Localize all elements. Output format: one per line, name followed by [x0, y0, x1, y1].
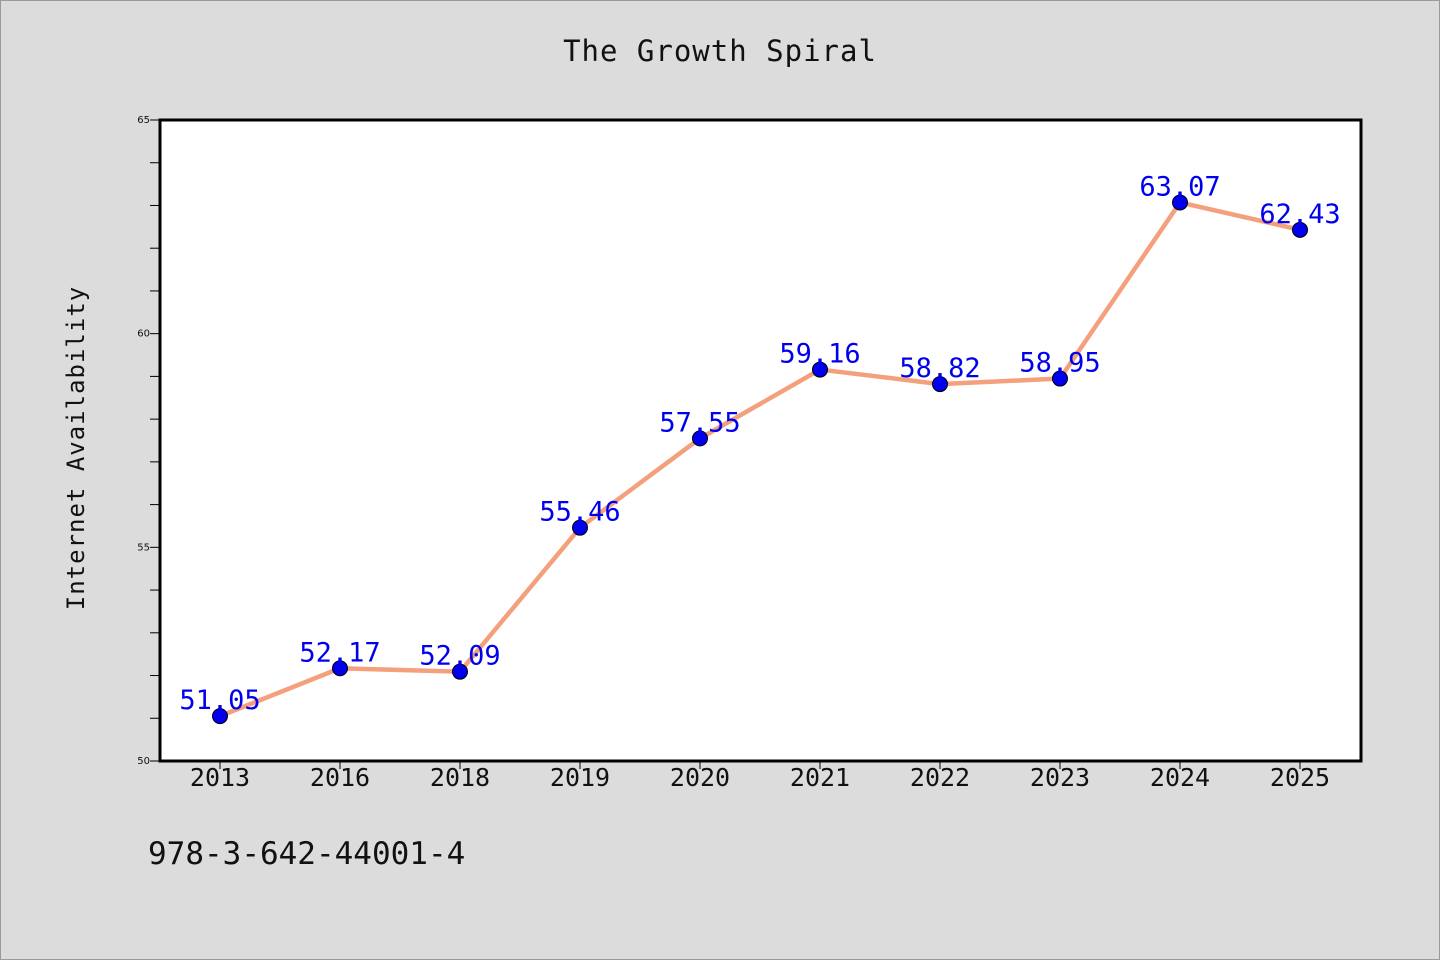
data-point: [1172, 194, 1188, 211]
x-tick-label: 2018: [430, 763, 490, 792]
x-tick-label: 2016: [310, 763, 370, 792]
data-label: 58.82: [899, 353, 980, 384]
data-point: [1052, 370, 1068, 387]
data-label: 51.05: [179, 685, 260, 716]
x-tick-label: 2025: [1270, 763, 1330, 792]
data-point: [932, 376, 948, 393]
x-tick-label: 2024: [1150, 763, 1210, 792]
y-tick-label: 60: [137, 329, 150, 340]
x-tick-label: 2019: [550, 763, 610, 792]
data-point: [692, 430, 708, 447]
series-line: [219, 200, 1301, 719]
data-label: 52.09: [419, 641, 500, 672]
data-point: [572, 519, 588, 536]
data-label: 62.43: [1259, 199, 1340, 230]
data-label: 59.16: [779, 339, 860, 370]
x-tick-label: 2022: [910, 763, 970, 792]
y-tick-label: 55: [137, 542, 150, 553]
footer-code: 978-3-642-44001-4: [148, 836, 466, 872]
y-tick-label: 65: [137, 115, 150, 126]
data-label: 58.95: [1019, 348, 1100, 379]
x-tick-label: 2020: [670, 763, 730, 792]
y-tick-label: 50: [137, 756, 150, 767]
data-label: 52.17: [299, 637, 380, 668]
x-tick-label: 2013: [190, 763, 250, 792]
data-point: [332, 660, 348, 677]
x-tick-label: 2023: [1030, 763, 1090, 792]
data-label: 55.46: [539, 497, 620, 528]
chart-title: The Growth Spiral: [563, 34, 877, 68]
data-point: [1292, 221, 1308, 238]
x-tick-label: 2021: [790, 763, 850, 792]
data-point: [452, 663, 468, 680]
data-point: [212, 708, 228, 725]
data-label: 63.07: [1139, 171, 1220, 202]
data-label: 57.55: [659, 407, 740, 438]
data-point: [812, 361, 828, 378]
